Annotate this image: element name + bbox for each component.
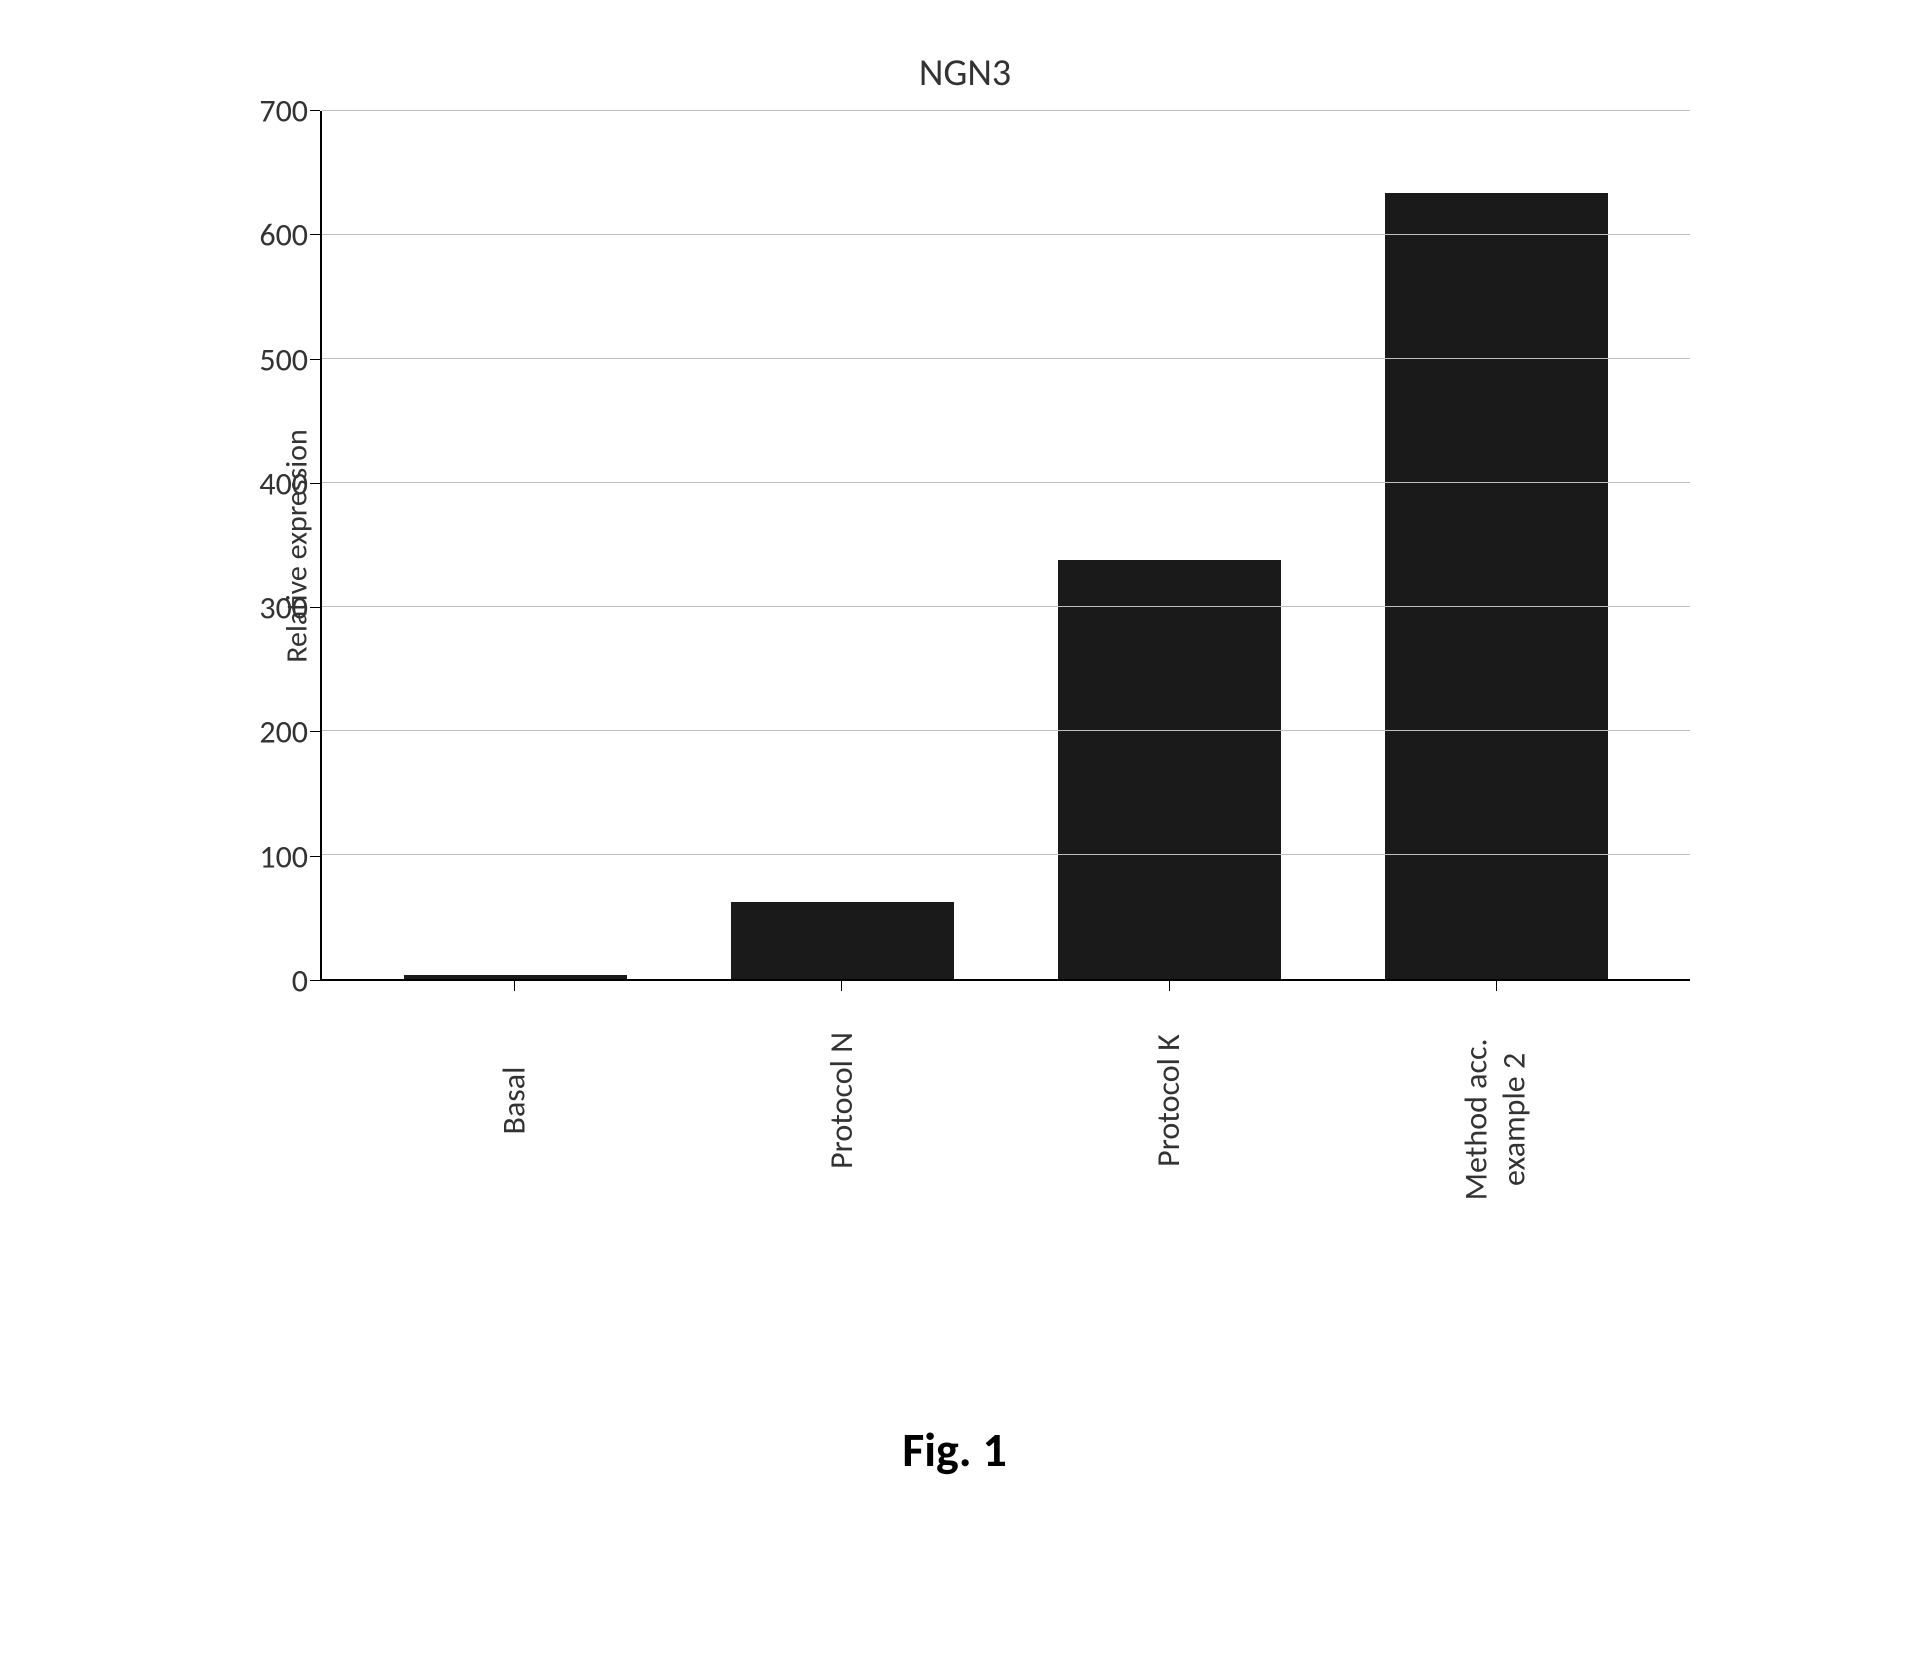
chart-container: NGN3 Relative expression 010020030040050… [240,50,1690,1300]
gridline [322,110,1690,111]
bar [731,902,953,979]
y-tick-label: 600 [259,216,308,255]
x-axis-labels: Basal Protocol N Protocol K Method acc.exam… [320,981,1690,1301]
y-tick-mark [310,359,320,360]
bar-slot [1006,111,1333,979]
chart-title: NGN3 [240,50,1690,96]
y-tick-label: 300 [259,589,308,628]
gridline [322,358,1690,359]
bar-slot [679,111,1006,979]
plot-area [320,111,1690,981]
bar [404,975,626,979]
y-tick-mark [310,607,320,608]
y-tick-label: 100 [259,837,308,876]
y-tick-mark [310,980,320,981]
x-axis-label: Protocol N [822,1032,861,1169]
gridline [322,234,1690,235]
x-tick-mark [514,981,515,991]
gridline [322,482,1690,483]
x-label-slot: Protocol N [678,981,1006,1301]
gridline [322,606,1690,607]
x-tick-mark [1169,981,1170,991]
bar-slot [1333,111,1660,979]
x-tick-mark [841,981,842,991]
bar-slot [352,111,679,979]
x-axis-label: Protocol K [1149,1034,1188,1167]
bar [1058,560,1280,979]
bar [1385,193,1607,979]
x-axis-label: Method acc.example 2 [1458,1038,1535,1200]
y-tick-label: 700 [259,92,308,131]
y-tick-mark [310,110,320,111]
y-tick-label: 400 [259,464,308,503]
y-axis: 0100200300400500600700 [240,111,320,981]
y-tick-label: 200 [259,713,308,752]
y-tick-mark [310,483,320,484]
x-label-slot: Method acc.example 2 [1333,981,1661,1301]
y-tick-label: 500 [259,340,308,379]
chart-body: Relative expression 01002003004005006007… [240,111,1690,981]
x-axis-label: Basal [494,1067,533,1135]
y-tick-mark [310,731,320,732]
x-tick-mark [1496,981,1497,991]
figure-caption: Fig. 1 [902,1420,1007,1479]
bars-wrapper [322,111,1690,979]
x-label-slot: Protocol K [1005,981,1333,1301]
y-tick-mark [310,234,320,235]
y-tick-label: 0 [292,962,308,1001]
x-label-slot: Basal [350,981,678,1301]
gridline [322,730,1690,731]
y-tick-mark [310,856,320,857]
gridline [322,854,1690,855]
